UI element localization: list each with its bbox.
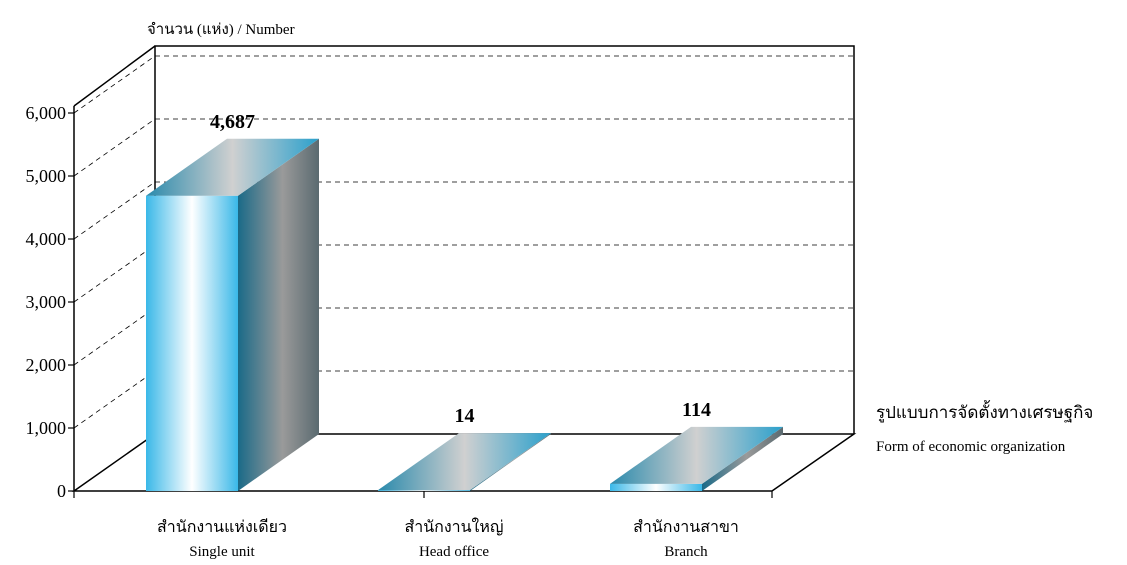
- left-wall-top-edge: [73, 45, 156, 107]
- grid-line-diagonal: [73, 118, 156, 177]
- grid-line-diagonal: [73, 181, 156, 240]
- y-axis-label: จำนวน (แห่ง) / Number: [147, 22, 295, 38]
- bar-top: [146, 138, 319, 196]
- y-tick-label: 1,000: [26, 418, 67, 438]
- value-label: 14: [454, 405, 475, 428]
- y-tick-label: 6,000: [26, 103, 67, 123]
- value-label: 114: [682, 398, 711, 421]
- bar-3: [610, 426, 783, 491]
- x-axis-label-en: Form of economic organization: [876, 439, 1066, 455]
- floor: [71, 433, 857, 492]
- grid-line-diagonal: [73, 244, 156, 303]
- grid-line-diagonal: [73, 370, 156, 429]
- bar-front: [378, 490, 470, 491]
- category-label-th: สำนักงานสาขา: [633, 519, 739, 536]
- x-axis-label-th: รูปแบบการจัดตั้งทางเศรษฐกิจ: [876, 403, 1094, 422]
- y-axis-ticks: 0 1,000 2,000 3,000 4,000 5,000 6,000: [26, 103, 773, 501]
- grid-line-diagonal: [73, 307, 156, 366]
- bars: [146, 138, 783, 491]
- category-label-th: สำนักงานใหญ่: [404, 519, 504, 536]
- bar-2: [378, 433, 551, 491]
- category-label-en: Branch: [664, 544, 708, 560]
- y-tick-label: 0: [57, 481, 66, 501]
- bar-side: [470, 433, 551, 491]
- bar-top: [610, 426, 783, 484]
- y-tick-label: 2,000: [26, 355, 67, 375]
- y-tick-label: 4,000: [26, 229, 67, 249]
- bar-front: [610, 483, 702, 491]
- category-label-en: Single unit: [189, 544, 255, 560]
- category-label-th: สำนักงานแห่งเดียว: [157, 519, 287, 536]
- bar-top: [378, 433, 551, 491]
- bar-front: [146, 195, 238, 491]
- y-tick-label: 3,000: [26, 292, 67, 312]
- bar-side: [238, 138, 319, 491]
- grid-lines: [73, 55, 854, 429]
- category-label-en: Head office: [418, 544, 490, 560]
- value-label: 4,687: [210, 110, 255, 133]
- bar-side: [702, 426, 783, 491]
- y-tick-label: 5,000: [26, 166, 67, 186]
- grid-line-diagonal: [73, 55, 156, 114]
- bar-1: [146, 138, 319, 491]
